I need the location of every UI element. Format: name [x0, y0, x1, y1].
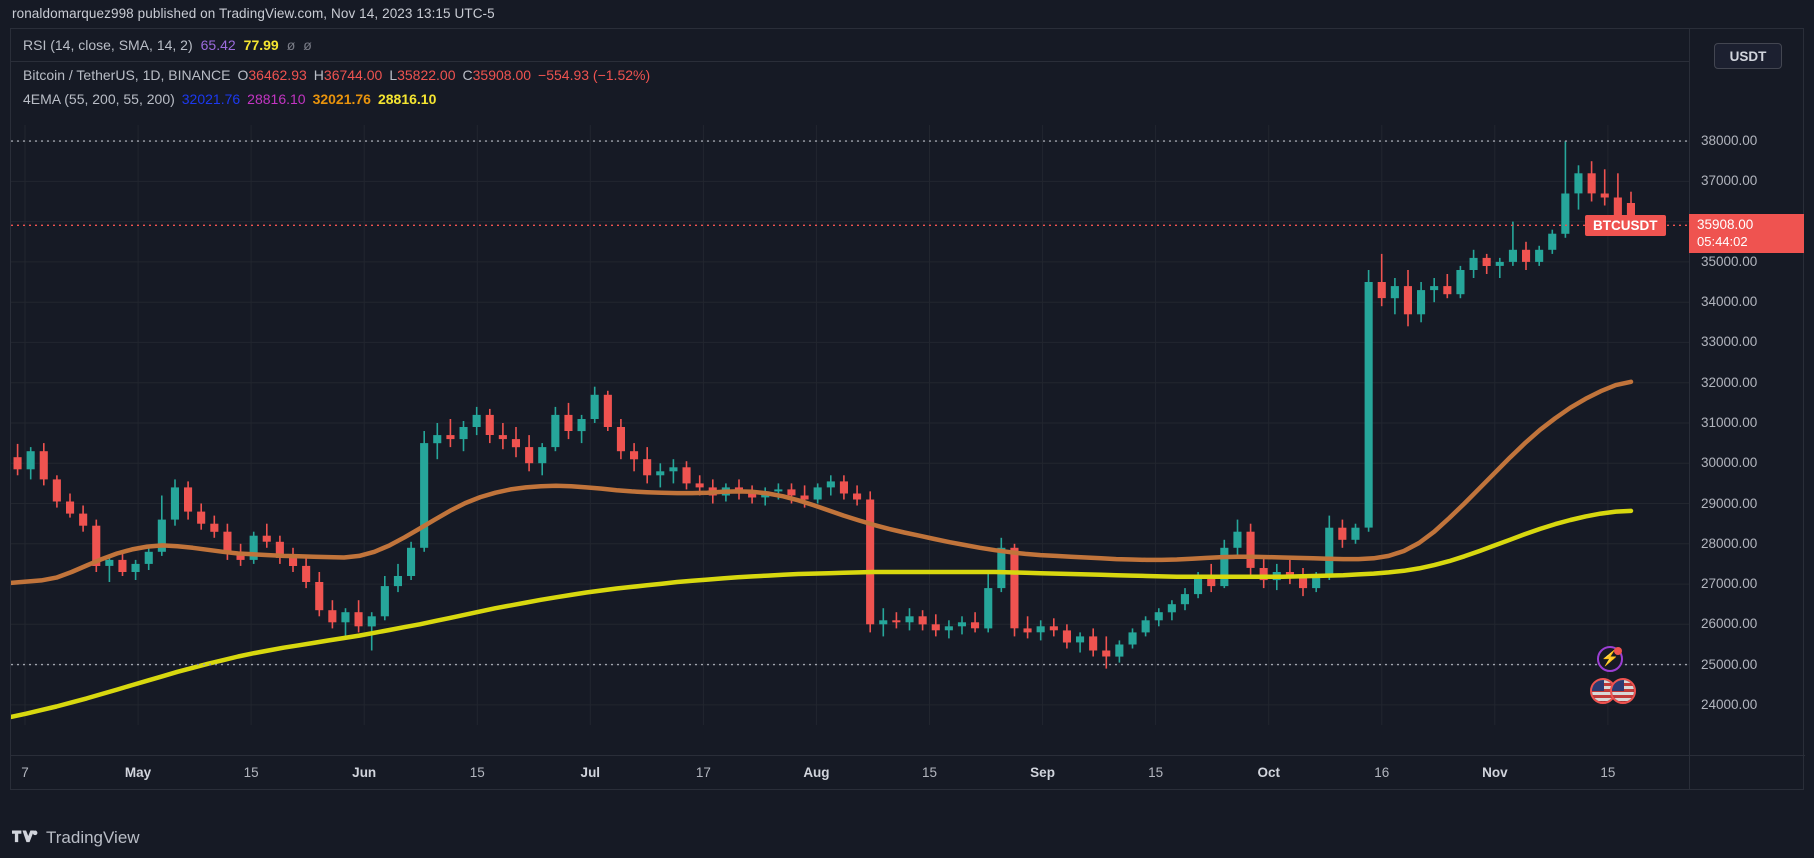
- rsi-legend[interactable]: RSI (14, close, SMA, 14, 2) 65.42 77.99 …: [11, 29, 1803, 61]
- ema-series: [11, 379, 1634, 720]
- time-tick-label: Jul: [580, 765, 601, 780]
- time-tick-label: 7: [21, 765, 29, 780]
- ohlc-change: −554.93 (−1.52%): [538, 67, 651, 83]
- economic-event-bolt-icon[interactable]: ⚡: [1597, 645, 1623, 672]
- time-tick-label: 15: [1600, 765, 1616, 780]
- time-tick-label: Aug: [803, 765, 830, 780]
- price-tick-label: 29000.00: [1701, 495, 1758, 511]
- time-tick-label: Jun: [352, 765, 377, 780]
- current-price-symbol-tag: BTCUSDT: [1585, 215, 1666, 237]
- ema-value-1: 32021.76: [181, 91, 241, 107]
- time-tick-label: 16: [1374, 765, 1390, 780]
- price-tick-label: 30000.00: [1701, 455, 1758, 471]
- current-price-value: 35908.00: [1697, 217, 1754, 233]
- price-tick-label: 25000.00: [1701, 656, 1758, 672]
- us-flag-event-icon-2[interactable]: [1610, 677, 1636, 704]
- ema-legend[interactable]: 4EMA (55, 200, 55, 200) 32021.76 28816.1…: [11, 87, 1803, 111]
- grid-lines: [11, 125, 1690, 725]
- rsi-sma-value: 77.99: [243, 37, 279, 53]
- price-tick-label: 27000.00: [1701, 576, 1758, 592]
- tradingview-logo-icon: [12, 830, 38, 842]
- price-tick-label: 33000.00: [1701, 334, 1758, 350]
- publisher-text: ronaldomarquez998 published on TradingVi…: [12, 5, 495, 21]
- price-annotations: [11, 140, 1690, 666]
- symbol-legend[interactable]: Bitcoin / TetherUS, 1D, BINANCE O36462.9…: [11, 63, 1803, 87]
- plot-area[interactable]: BTCUSDT ⚡: [11, 125, 1690, 725]
- rsi-value: 65.42: [200, 37, 236, 53]
- time-tick-label: Sep: [1030, 765, 1055, 780]
- ohlc-high: H36744.00: [313, 67, 383, 83]
- time-tick-label: May: [124, 765, 152, 780]
- ohlc-close: C35908.00: [462, 67, 532, 83]
- ema-value-2: 28816.10: [247, 91, 306, 107]
- bar-countdown: 05:44:02: [1697, 234, 1748, 250]
- ema-legend-title: 4EMA (55, 200, 55, 200): [23, 91, 175, 107]
- flag-canton: [1592, 679, 1604, 691]
- ema-value-3: 32021.76: [312, 91, 371, 107]
- bolt-alert-dot: [1614, 646, 1622, 655]
- rsi-upper-band-value: ø: [286, 37, 296, 53]
- price-tick-label: 31000.00: [1701, 414, 1758, 430]
- ohlc-open: O36462.93: [237, 67, 307, 83]
- chart-frame: RSI (14, close, SMA, 14, 2) 65.42 77.99 …: [10, 28, 1805, 790]
- price-tick-label: 35000.00: [1701, 253, 1758, 269]
- ema-value-4: 28816.10: [377, 91, 437, 107]
- price-tick-label: 26000.00: [1701, 616, 1758, 632]
- footer-branding[interactable]: TradingView: [12, 828, 140, 848]
- rsi-lower-band-value: ø: [303, 37, 312, 53]
- currency-badge[interactable]: USDT: [1714, 43, 1782, 69]
- price-tick-label: 32000.00: [1701, 374, 1758, 390]
- rsi-legend-title: RSI (14, close, SMA, 14, 2): [23, 37, 193, 53]
- time-axis[interactable]: 7 May 15 Jun 15 Jul 17 Aug 15 Sep 15 Oct 16 Nov 15: [11, 755, 1805, 789]
- rsi-pane: RSI (14, close, SMA, 14, 2) 65.42 77.99 …: [11, 29, 1803, 62]
- time-tick-label: 17: [695, 765, 711, 780]
- price-tick-label: 38000.00: [1701, 133, 1758, 149]
- price-axis[interactable]: USDT 38000.0037000.0036000.0035000.00340…: [1689, 29, 1804, 789]
- symbol-title: Bitcoin / TetherUS, 1D, BINANCE: [23, 67, 231, 83]
- time-tick-label: 15: [469, 765, 485, 780]
- price-plot-svg: [11, 125, 1690, 725]
- price-tick-label: 37000.00: [1701, 173, 1758, 189]
- publisher-attribution: ronaldomarquez998 published on TradingVi…: [0, 0, 1814, 26]
- ohlc-low: L35822.00: [389, 67, 456, 83]
- tradingview-wordmark: TradingView: [46, 828, 140, 847]
- candlestick-series: [13, 141, 1635, 669]
- price-tick-label: 24000.00: [1701, 696, 1758, 712]
- flag-canton: [1612, 679, 1624, 691]
- price-tick-label: 28000.00: [1701, 535, 1758, 551]
- time-tick-label: 15: [1148, 765, 1164, 780]
- current-price-tag: 35908.00 05:44:02: [1689, 214, 1804, 254]
- main-pane-legend: Bitcoin / TetherUS, 1D, BINANCE O36462.9…: [11, 63, 1803, 125]
- time-tick-label: 15: [243, 765, 259, 780]
- time-tick-label: Oct: [1257, 765, 1280, 780]
- time-tick-label: Nov: [1482, 765, 1508, 780]
- time-tick-label: 15: [921, 765, 938, 780]
- bolt-glyph: ⚡: [1600, 650, 1620, 668]
- price-tick-label: 34000.00: [1701, 294, 1758, 310]
